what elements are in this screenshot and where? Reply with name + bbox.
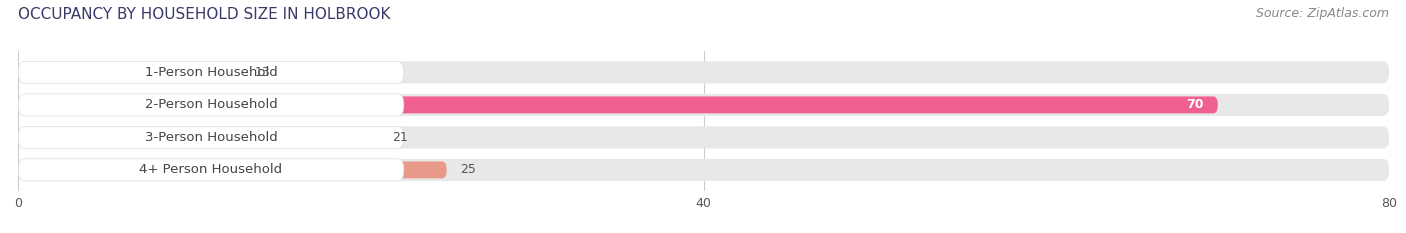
- FancyBboxPatch shape: [18, 126, 404, 148]
- Text: 13: 13: [254, 66, 270, 79]
- FancyBboxPatch shape: [18, 96, 1218, 113]
- FancyBboxPatch shape: [18, 159, 404, 181]
- FancyBboxPatch shape: [18, 159, 1389, 181]
- Text: 21: 21: [392, 131, 408, 144]
- Text: 25: 25: [460, 163, 477, 176]
- Text: 3-Person Household: 3-Person Household: [145, 131, 277, 144]
- FancyBboxPatch shape: [18, 161, 447, 178]
- FancyBboxPatch shape: [18, 126, 1389, 148]
- FancyBboxPatch shape: [18, 129, 378, 146]
- FancyBboxPatch shape: [18, 64, 240, 81]
- Text: OCCUPANCY BY HOUSEHOLD SIZE IN HOLBROOK: OCCUPANCY BY HOUSEHOLD SIZE IN HOLBROOK: [18, 7, 391, 22]
- FancyBboxPatch shape: [18, 94, 1389, 116]
- Text: 2-Person Household: 2-Person Household: [145, 98, 277, 111]
- FancyBboxPatch shape: [18, 61, 404, 83]
- FancyBboxPatch shape: [18, 94, 404, 116]
- Text: Source: ZipAtlas.com: Source: ZipAtlas.com: [1256, 7, 1389, 20]
- Text: 70: 70: [1187, 98, 1204, 111]
- Text: 4+ Person Household: 4+ Person Household: [139, 163, 283, 176]
- FancyBboxPatch shape: [18, 61, 1389, 83]
- Text: 1-Person Household: 1-Person Household: [145, 66, 277, 79]
